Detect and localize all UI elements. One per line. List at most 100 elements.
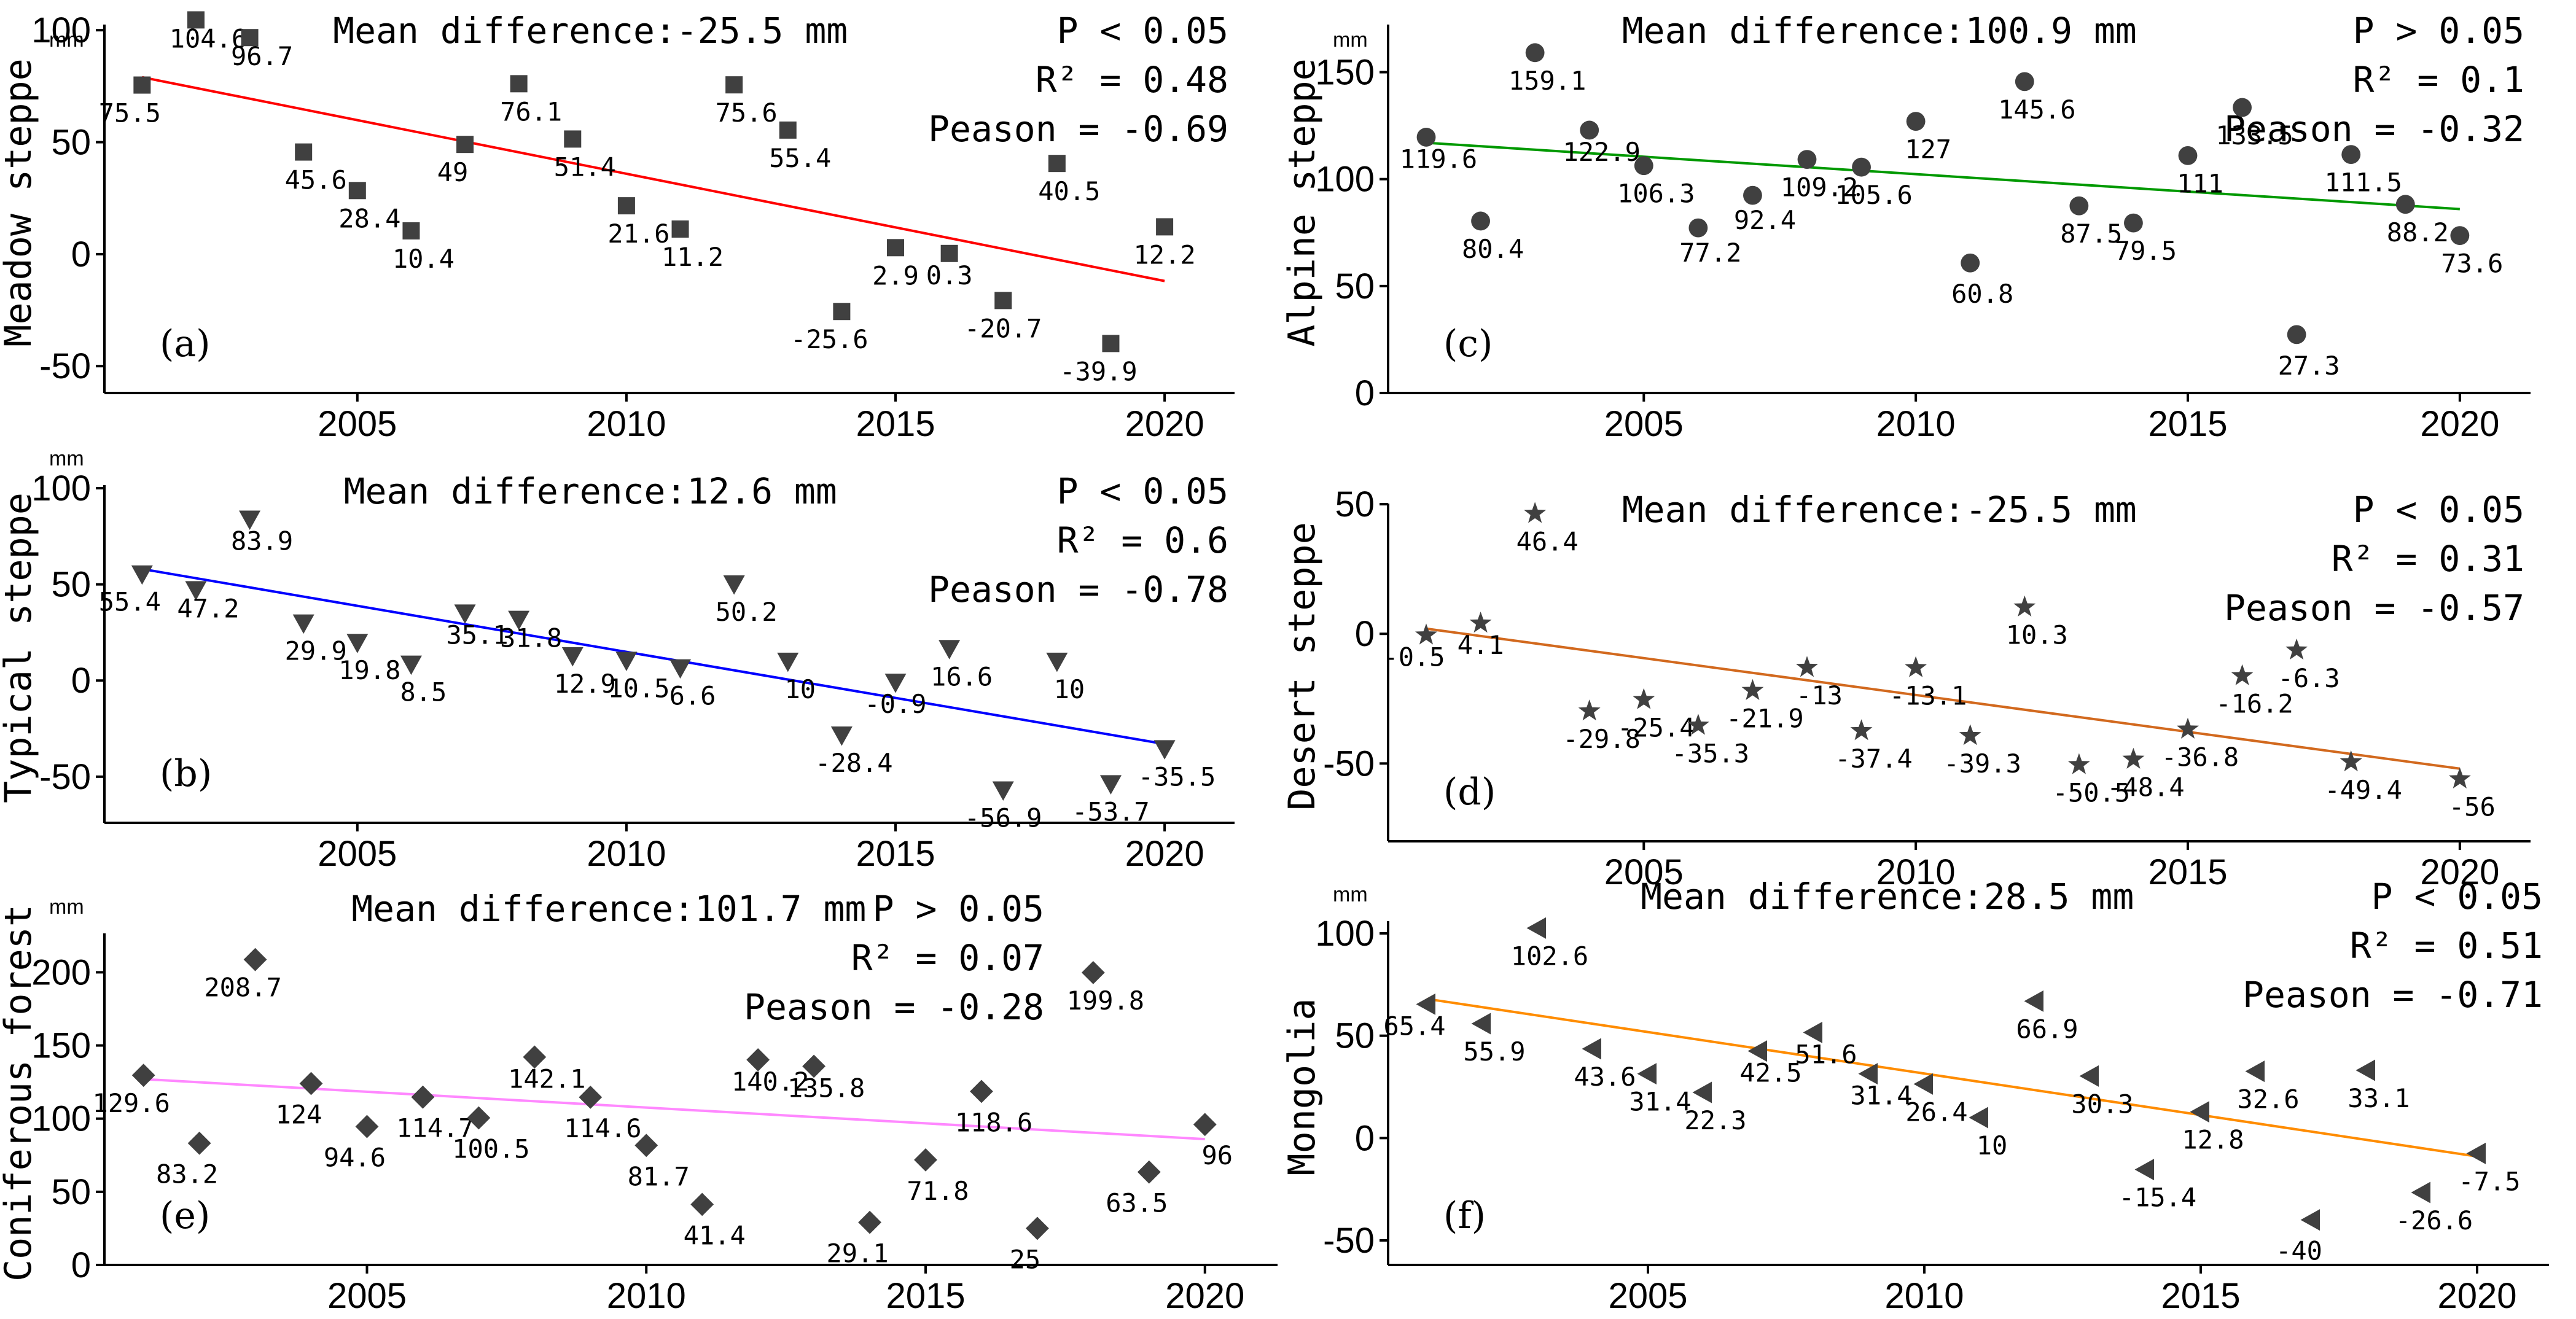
data-point bbox=[1471, 1013, 1491, 1035]
data-label: 43.6 bbox=[1574, 1062, 1636, 1092]
data-label: 22.3 bbox=[1684, 1105, 1746, 1135]
data-label: 45.6 bbox=[285, 165, 347, 195]
data-point bbox=[239, 510, 261, 530]
y-axis-title: Desert steppe bbox=[1281, 522, 1324, 811]
data-point bbox=[634, 1134, 658, 1158]
data-label: 55.9 bbox=[1463, 1037, 1525, 1067]
y-tick-label: 100 bbox=[31, 10, 91, 50]
data-label: 106.3 bbox=[1617, 179, 1695, 209]
data-point bbox=[243, 947, 267, 971]
data-label: 27.3 bbox=[2278, 351, 2340, 381]
data-label: 71.8 bbox=[907, 1176, 969, 1206]
data-label: -0.9 bbox=[864, 689, 926, 719]
x-tick-label: 2020 bbox=[2420, 852, 2499, 892]
data-label: 10.5 bbox=[607, 673, 669, 703]
data-point bbox=[1961, 253, 1980, 273]
data-point bbox=[131, 565, 153, 585]
data-point bbox=[1193, 1113, 1217, 1137]
trend-line bbox=[1426, 141, 2460, 211]
data-label: -0.5 bbox=[1383, 642, 1445, 672]
data-point bbox=[2450, 226, 2470, 246]
data-label: -7.5 bbox=[2458, 1166, 2520, 1196]
panel-label: (d) bbox=[1443, 771, 1496, 814]
data-label: 79.5 bbox=[2115, 236, 2177, 266]
data-point bbox=[1747, 1040, 1767, 1062]
data-point bbox=[1578, 699, 1601, 721]
data-point bbox=[454, 604, 476, 624]
data-label: 51.4 bbox=[554, 152, 616, 182]
data-point bbox=[1137, 1160, 1161, 1184]
data-label: 46.4 bbox=[1516, 526, 1579, 556]
data-point bbox=[1692, 1081, 1712, 1103]
y-tick-label: 100 bbox=[1315, 914, 1375, 954]
pearson-text: Peason = -0.78 bbox=[928, 569, 1228, 610]
y-tick-label: 50 bbox=[1335, 1016, 1375, 1056]
data-label: 41.4 bbox=[684, 1220, 746, 1250]
y-tick-label: 0 bbox=[1355, 1118, 1375, 1158]
data-point bbox=[779, 121, 797, 139]
data-label: 83.9 bbox=[231, 526, 293, 556]
data-point bbox=[2178, 146, 2198, 165]
x-tick-label: 2015 bbox=[2161, 1276, 2240, 1316]
data-label: 87.5 bbox=[2060, 219, 2122, 249]
data-label: 31.8 bbox=[500, 623, 562, 653]
data-point bbox=[1415, 623, 1437, 645]
data-point bbox=[2233, 98, 2252, 117]
data-point bbox=[1858, 1063, 1878, 1085]
data-label: 49 bbox=[437, 157, 469, 187]
x-tick-label: 2020 bbox=[1165, 1276, 1244, 1316]
data-label: 10 bbox=[784, 674, 816, 704]
data-label: 109.2 bbox=[1781, 173, 1858, 203]
data-point bbox=[467, 1106, 491, 1130]
data-label: 129.6 bbox=[92, 1088, 170, 1118]
data-point bbox=[615, 652, 638, 671]
data-point bbox=[292, 614, 314, 634]
data-point bbox=[2122, 747, 2145, 769]
unit-label: mm bbox=[49, 28, 84, 52]
panel-label: (b) bbox=[160, 752, 212, 795]
y-tick-label: 0 bbox=[1355, 614, 1375, 654]
x-tick-label: 2015 bbox=[2148, 404, 2227, 444]
y-axis-title: Typical steppe bbox=[0, 492, 40, 803]
data-point bbox=[1743, 185, 1762, 205]
data-label: 83.2 bbox=[156, 1159, 218, 1189]
data-label: -25.6 bbox=[790, 324, 868, 354]
data-point bbox=[1688, 218, 1708, 238]
data-point bbox=[1797, 150, 1817, 169]
data-label: -20.7 bbox=[964, 313, 1042, 343]
data-point bbox=[561, 647, 584, 667]
y-tick-label: 50 bbox=[51, 123, 91, 163]
r-squared-text: R² = 0.31 bbox=[2332, 538, 2524, 580]
y-axis-title: Meadow steppe bbox=[0, 58, 40, 347]
data-point bbox=[884, 674, 907, 693]
x-tick-label: 2005 bbox=[1604, 852, 1684, 892]
data-label: -53.7 bbox=[1072, 796, 1149, 827]
data-label: 73.6 bbox=[2441, 249, 2503, 279]
data-label: 32.6 bbox=[2237, 1084, 2299, 1115]
r-squared-text: R² = 0.48 bbox=[1036, 59, 1228, 101]
data-label: -39.3 bbox=[1943, 749, 2021, 779]
x-tick-label: 2020 bbox=[2420, 404, 2499, 444]
data-point bbox=[1102, 335, 1120, 352]
data-point bbox=[355, 1115, 379, 1138]
data-label: 104.6 bbox=[170, 23, 247, 53]
data-label: 55.4 bbox=[769, 143, 831, 173]
data-point bbox=[1580, 120, 1599, 140]
data-label: 114.6 bbox=[564, 1113, 641, 1143]
data-label: 19.8 bbox=[338, 655, 400, 685]
data-point bbox=[1850, 719, 1873, 741]
data-point bbox=[2245, 1060, 2265, 1083]
trend-line bbox=[141, 567, 1165, 745]
data-point bbox=[1803, 1021, 1822, 1043]
data-point bbox=[2079, 1065, 2099, 1087]
data-point bbox=[1416, 993, 1435, 1015]
chart-title: Mean difference:100.9 mm bbox=[1622, 10, 2137, 52]
data-label: 42.5 bbox=[1739, 1058, 1801, 1088]
unit-label: mm bbox=[1333, 28, 1368, 52]
y-tick-label: -50 bbox=[1323, 744, 1375, 784]
data-label: 29.9 bbox=[285, 636, 347, 666]
data-label: 81.7 bbox=[628, 1161, 690, 1191]
data-label: -56 bbox=[2449, 792, 2496, 822]
data-point bbox=[858, 1210, 881, 1234]
data-point bbox=[2124, 213, 2143, 233]
